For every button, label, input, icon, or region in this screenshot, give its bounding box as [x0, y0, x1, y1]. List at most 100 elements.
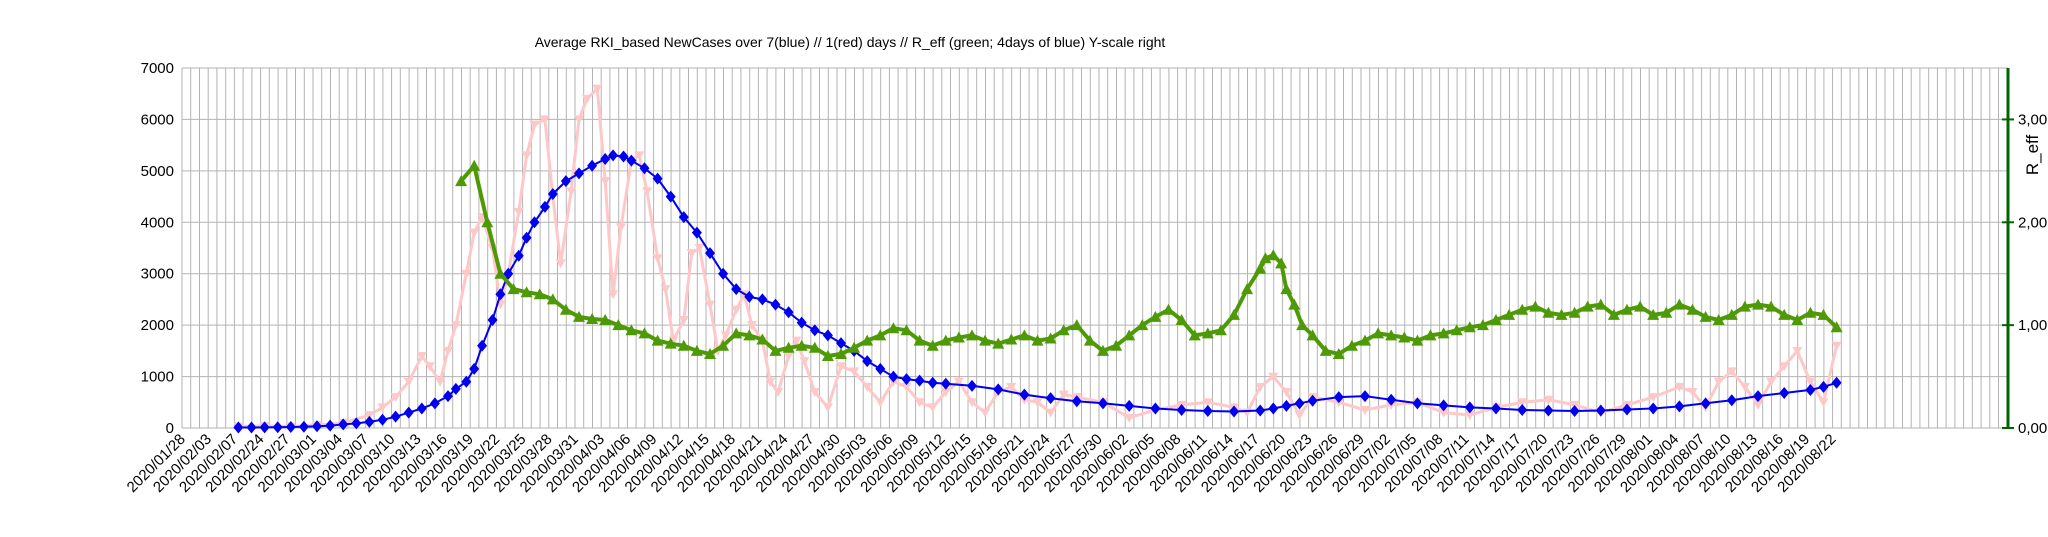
red-data-point: [720, 331, 731, 341]
blue-data-point: [1412, 397, 1423, 410]
green-data-point: [1359, 334, 1371, 346]
green-data-point: [1686, 303, 1699, 315]
green-data-point: [1296, 319, 1309, 331]
blue-data-point: [477, 339, 488, 352]
green-data-point: [573, 310, 585, 322]
green-data-point: [992, 337, 1005, 349]
red-data-point: [914, 398, 925, 408]
red-data-point: [980, 408, 991, 418]
green-data-point: [1634, 300, 1647, 312]
green-data-point: [848, 341, 861, 353]
blue-data-point: [298, 420, 309, 433]
blue-data-point: [1333, 391, 1344, 404]
red-data-point: [592, 84, 603, 94]
green-data-point: [1738, 300, 1751, 312]
red-data-point: [678, 316, 689, 325]
red-data-point: [390, 393, 401, 403]
green-data-point: [821, 350, 834, 361]
red-data-point: [967, 398, 977, 408]
green-data-point: [730, 327, 743, 339]
green-data-point: [1149, 310, 1162, 322]
red-data-point: [435, 377, 446, 387]
green-data-point: [559, 303, 572, 315]
blue-data-point: [1307, 394, 1318, 407]
green-data-point: [769, 344, 782, 356]
blue-data-point: [744, 290, 755, 303]
green-data-point: [1123, 329, 1136, 341]
blue-data-point: [1176, 404, 1187, 416]
blue-data-point: [796, 316, 807, 329]
red-data-point: [783, 352, 794, 361]
red-data-point: [416, 352, 427, 361]
green-data-point: [704, 347, 716, 359]
green-data-point: [638, 327, 651, 339]
green-series-line: [459, 163, 1838, 358]
red-data-point: [539, 115, 550, 125]
blue-data-point: [1150, 402, 1161, 415]
right-y-axis: 0,00 1,00 2,00 3,00: [2002, 68, 2047, 437]
blue-data-point: [731, 283, 742, 296]
blue-data-point: [1281, 399, 1292, 412]
green-data-point: [1188, 329, 1201, 341]
green-data-point: [1817, 308, 1830, 320]
green-data-point: [1267, 249, 1280, 261]
green-data-point: [1259, 252, 1272, 264]
red-data-point: [1124, 413, 1135, 423]
green-data-point: [1214, 324, 1227, 336]
green-data-point: [455, 175, 468, 187]
red-data-point: [1360, 406, 1370, 415]
green-data-point: [1699, 310, 1712, 322]
red-data-point: [875, 398, 886, 408]
blue-data-point: [940, 377, 951, 390]
blue-data-point: [927, 376, 938, 389]
red-data-point: [634, 151, 645, 161]
blue-data-point: [1726, 394, 1737, 407]
blue-data-point: [469, 362, 480, 375]
blue-data-point: [390, 410, 401, 423]
green-data-point: [1490, 314, 1502, 325]
left-y-tick-label: 0: [166, 420, 174, 437]
green-data-point: [494, 267, 507, 279]
blue-data-point: [1019, 388, 1030, 401]
green-data-point: [507, 283, 520, 295]
blue-data-point: [1464, 401, 1475, 414]
green-data-point: [1424, 329, 1437, 341]
green-data-point: [1057, 324, 1070, 336]
green-data-point: [1372, 327, 1385, 339]
blue-data-point: [639, 162, 650, 175]
left-y-tick-label: 2000: [141, 317, 174, 334]
red-data-point: [1281, 388, 1292, 397]
red-data-point: [1674, 382, 1685, 392]
green-data-point: [1018, 329, 1031, 341]
green-data-point: [1607, 308, 1620, 320]
red-data-point: [469, 228, 480, 238]
blue-data-point: [888, 370, 899, 383]
blue-data-point: [1294, 397, 1305, 410]
red-data-point: [1726, 367, 1737, 377]
blue-data-point: [1124, 399, 1135, 412]
green-data-point: [1555, 308, 1568, 320]
green-data-point: [1411, 334, 1424, 346]
green-data-point: [1005, 333, 1018, 345]
blue-data-point: [1255, 404, 1266, 417]
blue-data-point: [377, 413, 388, 426]
green-data-point: [1228, 308, 1240, 320]
chart-title: Average RKI_based NewCases over 7(blue) …: [535, 34, 1166, 50]
green-data-point: [1398, 331, 1411, 343]
green-data-point: [1044, 332, 1057, 344]
blue-data-point: [285, 420, 296, 433]
green-data-point: [952, 331, 965, 343]
blue-data-point: [1491, 402, 1501, 415]
red-data-point: [443, 346, 453, 356]
red-data-point: [1255, 382, 1266, 392]
blue-data-point: [626, 154, 637, 167]
blue-data-point: [560, 175, 571, 188]
blue-data-point: [718, 267, 729, 280]
red-data-point: [1202, 398, 1213, 408]
red-data-point: [574, 115, 584, 125]
blue-data-point: [1622, 403, 1632, 416]
blue-data-point: [587, 159, 598, 172]
green-data-point: [546, 293, 559, 305]
red-data-point: [521, 151, 532, 161]
green-data-point: [533, 288, 546, 300]
